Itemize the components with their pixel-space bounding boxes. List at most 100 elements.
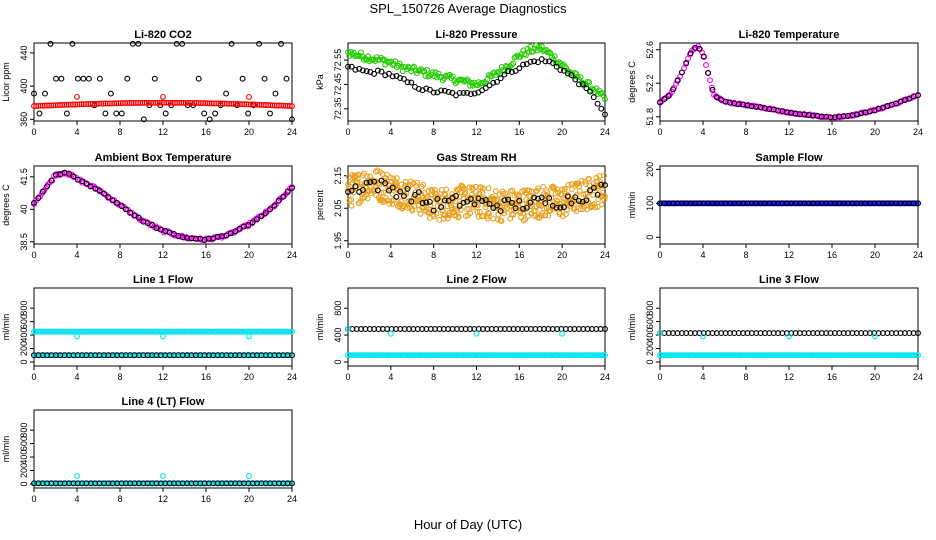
x-tick-label: 0 — [345, 127, 350, 137]
data-point — [583, 197, 590, 204]
data-point — [113, 110, 120, 117]
data-point — [44, 183, 51, 190]
data-point — [393, 193, 400, 200]
data-point — [602, 326, 608, 332]
data-point — [415, 189, 422, 196]
data-point — [441, 87, 448, 94]
data-point — [445, 197, 452, 204]
x-tick-label: 12 — [158, 494, 168, 504]
data-point — [284, 188, 291, 195]
data-point — [665, 92, 672, 99]
data-point — [438, 87, 445, 94]
data-point — [386, 70, 392, 77]
panel-title: Sample Flow — [755, 152, 823, 164]
data-point — [601, 172, 607, 179]
data-point — [707, 77, 713, 84]
data-point — [48, 177, 55, 184]
x-tick-label: 16 — [201, 494, 211, 504]
data-point — [39, 188, 46, 195]
data-point — [367, 179, 374, 186]
data-point — [598, 105, 605, 112]
x-tick-label: 20 — [870, 127, 880, 137]
series-0 — [345, 352, 608, 359]
data-point — [486, 200, 493, 207]
data-point — [223, 90, 230, 97]
data-point — [915, 352, 921, 359]
x-tick-label: 8 — [117, 127, 122, 137]
data-point — [466, 184, 473, 191]
data-point — [497, 75, 504, 82]
panel-5: Sample Flow ml/min 0 100 200 0 4 8 12 16 20 24 — [627, 152, 923, 260]
data-point — [397, 188, 404, 195]
x-tick-label: 16 — [514, 372, 524, 382]
data-point — [378, 68, 385, 75]
data-point — [457, 206, 464, 213]
y-axis-label: ml/min — [1, 314, 11, 341]
x-tick-label: 0 — [657, 127, 662, 137]
data-point — [124, 75, 131, 82]
data-point — [540, 183, 547, 190]
data-point — [424, 67, 430, 73]
data-point — [267, 206, 274, 213]
x-tick-label: 24 — [287, 127, 297, 137]
data-point — [510, 60, 517, 67]
data-point — [569, 186, 575, 193]
y-tick-label: 800 — [333, 301, 343, 316]
data-point — [389, 184, 396, 191]
x-tick-label: 24 — [287, 250, 297, 260]
data-point — [239, 75, 246, 82]
x-tick-label: 4 — [388, 372, 393, 382]
data-point — [696, 45, 703, 52]
y-tick-label: 52.2 — [645, 74, 655, 92]
series-1 — [657, 200, 921, 207]
series-0 — [345, 42, 608, 103]
data-point — [479, 189, 486, 196]
data-point — [160, 93, 166, 100]
data-point — [480, 212, 487, 219]
x-tick-label: 20 — [244, 494, 254, 504]
data-point — [476, 208, 483, 215]
data-point — [467, 91, 474, 98]
x-tick-label: 0 — [657, 372, 662, 382]
panel-title: Line 3 Flow — [759, 274, 819, 286]
panel-title: Li-820 Temperature — [739, 29, 840, 41]
data-point — [358, 181, 365, 188]
data-point — [709, 86, 716, 93]
x-tick-label: 20 — [557, 372, 567, 382]
data-point — [903, 96, 909, 103]
x-tick-label: 0 — [657, 250, 662, 260]
data-point — [118, 203, 125, 210]
data-point — [479, 198, 486, 204]
data-point — [160, 333, 166, 340]
data-point — [598, 181, 605, 188]
data-point — [412, 189, 419, 196]
data-point — [535, 59, 541, 66]
data-point — [440, 215, 447, 222]
data-point — [703, 62, 709, 68]
y-axis-label: degrees C — [1, 184, 11, 226]
data-point — [262, 210, 269, 217]
data-point — [404, 79, 411, 86]
data-point — [357, 198, 364, 205]
data-point — [42, 90, 48, 97]
y-tick-label: 800 — [645, 301, 655, 316]
data-point — [289, 103, 295, 110]
data-point — [398, 198, 404, 205]
data-point — [657, 330, 663, 337]
data-point — [352, 183, 359, 190]
data-point — [527, 58, 534, 65]
panel-title: Li-820 CO2 — [134, 29, 191, 41]
data-point — [350, 49, 357, 56]
data-point — [396, 60, 403, 67]
data-point — [443, 186, 450, 193]
panel-2: Li-820 Temperature degrees C 51.8 52.2 52.6 0… — [627, 29, 923, 137]
data-point — [601, 196, 608, 203]
data-point — [387, 330, 394, 337]
data-point — [482, 85, 489, 92]
data-point — [374, 67, 381, 74]
data-point — [400, 75, 407, 82]
x-tick-label: 16 — [514, 250, 524, 260]
data-point — [587, 88, 594, 95]
data-point — [494, 78, 500, 85]
